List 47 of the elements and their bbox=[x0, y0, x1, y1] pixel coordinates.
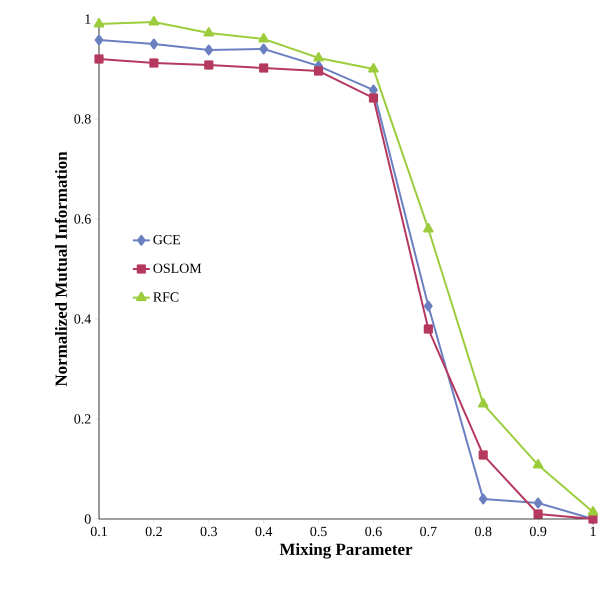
point bbox=[368, 63, 379, 72]
x-tick-label: 0.3 bbox=[200, 526, 217, 536]
point bbox=[150, 38, 158, 50]
point bbox=[588, 506, 598, 516]
y-axis-title: Normalized Mutual Information bbox=[54, 152, 67, 386]
point bbox=[368, 93, 378, 103]
point bbox=[534, 509, 543, 519]
point bbox=[534, 498, 542, 508]
point bbox=[258, 33, 269, 42]
point bbox=[203, 27, 214, 36]
y-tick-label: 0.6 bbox=[74, 214, 91, 224]
legend-label: GCE bbox=[153, 234, 180, 244]
x-tick-label: 0.7 bbox=[420, 526, 437, 536]
legend-label: OSLOM bbox=[153, 264, 202, 273]
point bbox=[94, 34, 104, 46]
x-tick-label: 0.9 bbox=[530, 526, 546, 536]
y-tick-label: 0 bbox=[84, 514, 91, 524]
y-tick-label: 0.2 bbox=[74, 414, 90, 424]
point bbox=[478, 450, 488, 460]
point bbox=[314, 66, 324, 76]
point bbox=[423, 223, 434, 232]
point bbox=[204, 44, 214, 56]
legend-label: RFC bbox=[153, 292, 178, 302]
point bbox=[94, 54, 104, 64]
point bbox=[532, 459, 544, 468]
point bbox=[149, 58, 158, 68]
x-axis-title: Mixing Parameter bbox=[280, 543, 412, 559]
point bbox=[259, 63, 268, 73]
x-tick-label: 0.2 bbox=[146, 526, 162, 536]
y-tick-label: 0.4 bbox=[74, 314, 92, 324]
point bbox=[424, 324, 433, 334]
x-tick-label: 0.4 bbox=[255, 526, 272, 536]
x-tick-label: 0.6 bbox=[365, 526, 382, 536]
point bbox=[424, 300, 433, 312]
y-tick-label: 1 bbox=[85, 14, 90, 24]
x-tick-label: 1 bbox=[590, 526, 596, 536]
point bbox=[478, 494, 488, 504]
x-tick-label: 0.5 bbox=[310, 526, 327, 536]
x-tick-label: 0.8 bbox=[475, 526, 492, 536]
point bbox=[204, 60, 214, 70]
point bbox=[148, 16, 160, 26]
x-tick-label: 0.1 bbox=[90, 526, 107, 536]
point bbox=[478, 398, 489, 408]
point bbox=[313, 52, 324, 62]
point bbox=[259, 44, 268, 54]
y-tick-label: 0.8 bbox=[74, 114, 91, 124]
point bbox=[94, 18, 104, 28]
